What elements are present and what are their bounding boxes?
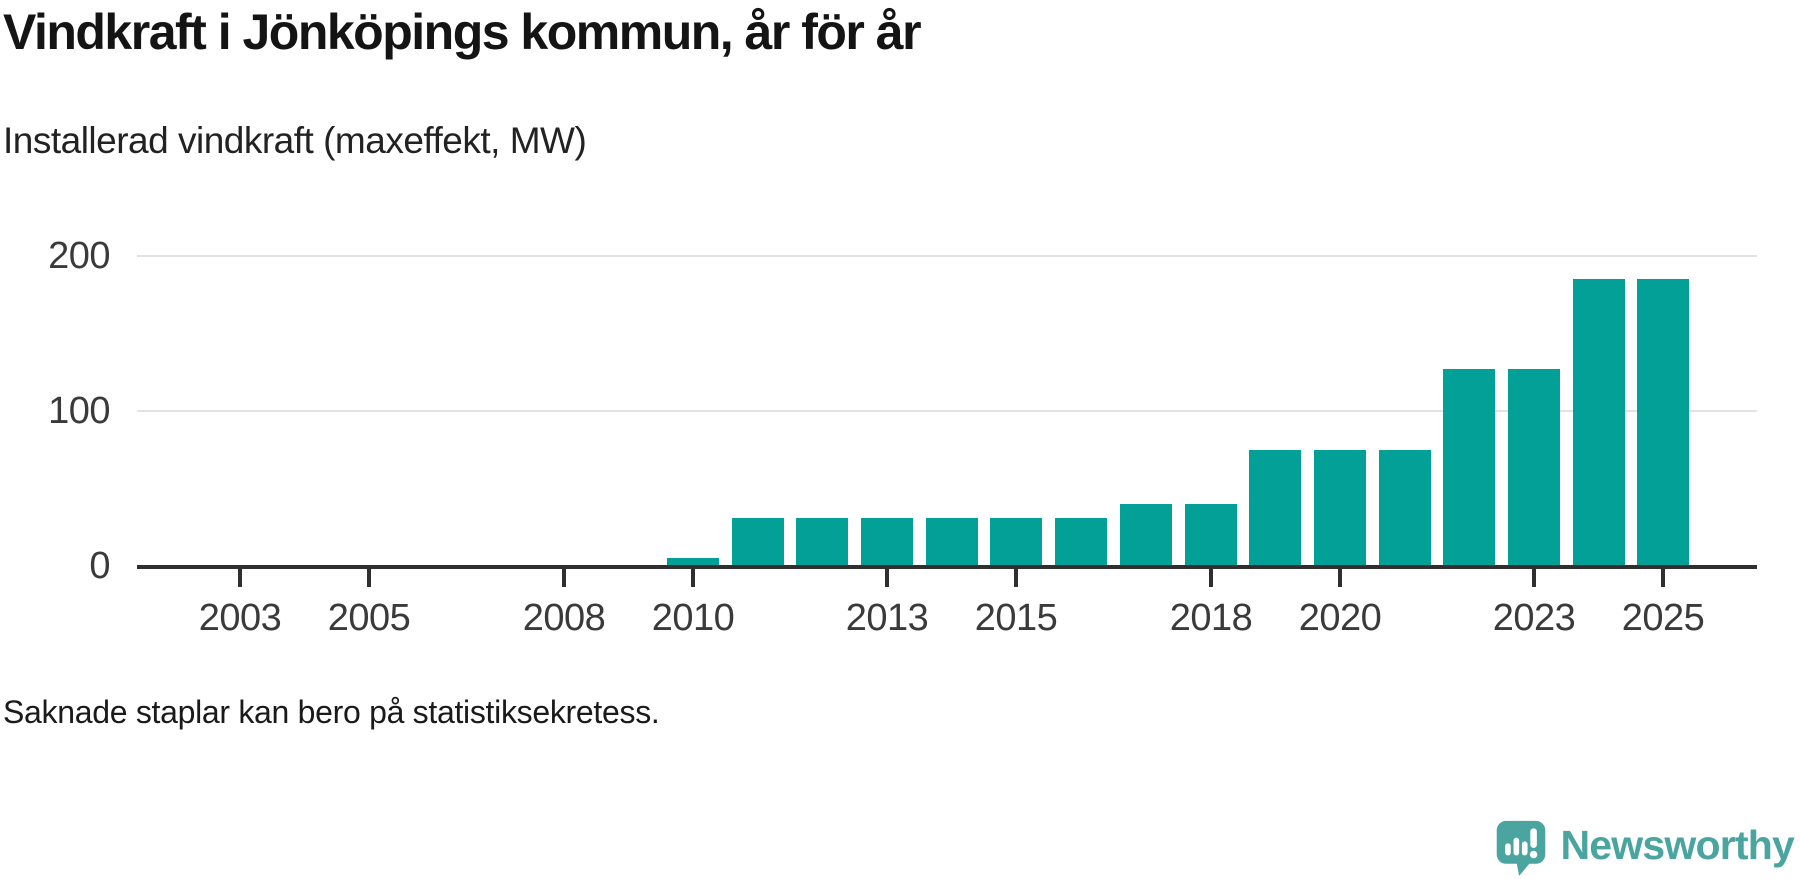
newsworthy-chart-bubble-icon (1496, 820, 1545, 876)
x-axis-label-2008: 2008 (522, 597, 606, 639)
bar-2013 (861, 518, 913, 566)
bar-2014 (926, 518, 978, 566)
bar-2022 (1443, 369, 1495, 566)
x-axis-label-2013: 2013 (845, 597, 929, 639)
newsworthy-wordmark: Newsworthy (1560, 822, 1795, 868)
x-axis-label-2005: 2005 (327, 597, 411, 639)
x-tick-2008 (562, 569, 566, 587)
bar-2012 (796, 518, 848, 566)
x-axis-label-2015: 2015 (974, 597, 1058, 639)
y-axis-label-0: 0 (89, 545, 110, 587)
chart-subtitle: Installerad vindkraft (maxeffekt, MW) (3, 120, 587, 161)
x-tick-2010 (691, 569, 695, 587)
x-tick-2003 (238, 569, 242, 587)
x-tick-2013 (885, 569, 889, 587)
bar-2020 (1314, 450, 1366, 566)
x-axis-label-2025: 2025 (1621, 597, 1705, 639)
gridline-200 (137, 255, 1757, 257)
gridline-100 (137, 410, 1757, 412)
chart-title: Vindkraft i Jönköpings kommun, år för år (3, 4, 922, 60)
bar-2011 (732, 518, 784, 566)
x-axis-label-2018: 2018 (1169, 597, 1253, 639)
x-tick-2015 (1014, 569, 1018, 587)
bar-2018 (1185, 504, 1237, 566)
x-axis-label-2010: 2010 (651, 597, 735, 639)
bar-2021 (1379, 450, 1431, 566)
x-axis-label-2023: 2023 (1492, 597, 1576, 639)
x-tick-2020 (1338, 569, 1342, 587)
x-tick-2023 (1532, 569, 1536, 587)
bar-2019 (1249, 450, 1301, 566)
x-tick-2025 (1661, 569, 1665, 587)
bar-2010 (667, 558, 719, 566)
x-tick-2005 (367, 569, 371, 587)
bar-2023 (1508, 369, 1560, 566)
bar-2017 (1120, 504, 1172, 566)
bar-2015 (990, 518, 1042, 566)
newsworthy-logo: Newsworthy (1493, 812, 1795, 878)
chart-footnote: Saknade staplar kan bero på statistiksek… (3, 694, 660, 730)
x-axis-label-2003: 2003 (198, 597, 282, 639)
y-axis-label-200: 200 (48, 235, 110, 277)
x-tick-2018 (1209, 569, 1213, 587)
bar-2024 (1573, 279, 1625, 566)
y-axis-label-100: 100 (48, 390, 110, 432)
bar-2025 (1637, 279, 1689, 566)
bar-2016 (1055, 518, 1107, 566)
x-axis-label-2020: 2020 (1298, 597, 1382, 639)
x-axis-line (137, 565, 1757, 569)
